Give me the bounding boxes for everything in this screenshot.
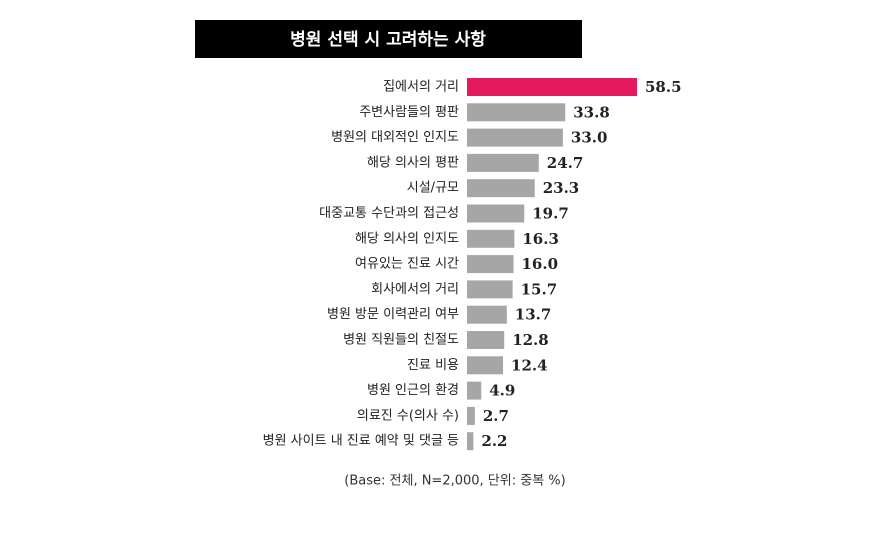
category-label: 의료진 수(의사 수) [357, 408, 459, 423]
bar [467, 78, 637, 96]
category-label: 시설/규모 [407, 181, 459, 196]
value-label: 12.4 [511, 356, 548, 374]
bar [467, 406, 475, 425]
bar [467, 280, 513, 299]
category-label: 집에서의 거리 [383, 80, 459, 95]
category-label: 여유있는 진료 시간 [355, 257, 459, 272]
category-label: 진료 비용 [407, 358, 459, 373]
value-label: 16.0 [521, 255, 558, 273]
bar [467, 356, 504, 375]
bar [467, 381, 482, 400]
category-label: 병원의 대외적인 인지도 [331, 130, 459, 145]
value-label: 4.9 [489, 382, 515, 400]
category-label: 해당 의사의 평판 [367, 155, 459, 170]
value-label: 13.7 [515, 306, 552, 324]
category-label: 병원 직원들의 친절도 [343, 333, 459, 348]
value-label: 19.7 [532, 205, 569, 223]
footnote: (Base: 전체, N=2,000, 단위: 중복 %) [344, 474, 565, 489]
category-label: 병원 사이트 내 진료 예약 및 댓글 등 [263, 434, 459, 449]
bar [467, 255, 514, 274]
category-label: 해당 의사의 인지도 [355, 231, 459, 246]
value-label: 15.7 [521, 280, 558, 298]
chart-title: 병원 선택 시 고려하는 사항 [290, 29, 486, 50]
category-label: 회사에서의 거리 [371, 282, 459, 297]
title-box [195, 20, 582, 58]
category-label: 대중교통 수단과의 접근성 [319, 206, 459, 221]
value-label: 58.5 [645, 78, 682, 96]
bar [467, 103, 566, 122]
value-label: 2.7 [483, 407, 509, 425]
value-label: 12.8 [512, 331, 549, 349]
bar [467, 432, 474, 451]
value-label: 33.0 [571, 129, 608, 147]
bar [467, 331, 505, 349]
bar [467, 305, 507, 324]
value-label: 24.7 [547, 154, 584, 172]
value-label: 2.2 [481, 432, 507, 450]
value-label: 33.8 [573, 103, 610, 121]
bar [467, 179, 535, 198]
category-label: 병원 방문 이력관리 여부 [327, 307, 459, 322]
bar [467, 153, 539, 172]
bar [467, 229, 515, 248]
bar [467, 128, 563, 147]
category-label: 병원 인근의 환경 [367, 383, 459, 398]
value-label: 23.3 [543, 179, 580, 197]
value-label: 16.3 [522, 230, 559, 248]
bar [467, 204, 525, 223]
category-label: 주변사람들의 평판 [359, 105, 459, 120]
